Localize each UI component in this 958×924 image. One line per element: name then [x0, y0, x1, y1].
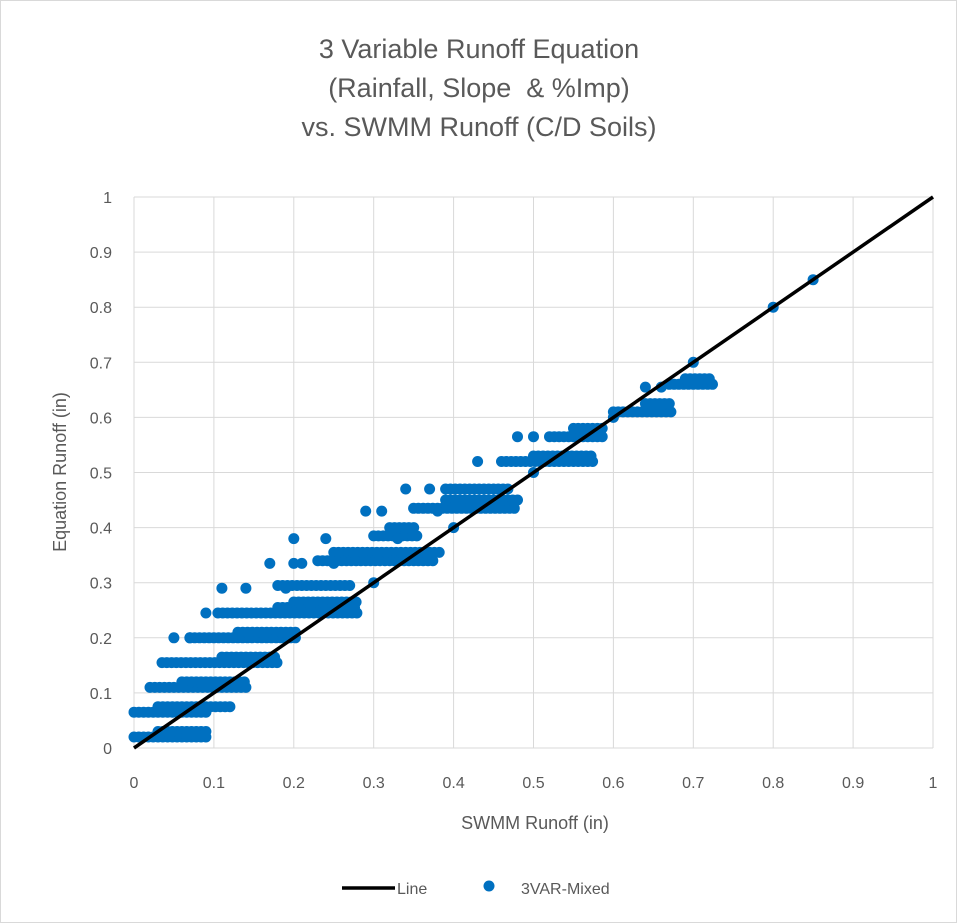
data-point	[427, 555, 439, 567]
data-point	[433, 546, 445, 558]
data-point	[238, 676, 250, 688]
data-point	[703, 373, 715, 385]
chart-title-line-2: (Rainfall, Slope & %Imp)	[328, 73, 630, 103]
data-point	[392, 533, 404, 545]
data-point	[432, 505, 444, 517]
x-tick-label: 0	[130, 775, 139, 792]
data-point	[240, 582, 252, 594]
data-point	[665, 406, 677, 418]
data-point	[472, 456, 484, 467]
x-tick-label: 0.1	[203, 775, 225, 792]
data-point	[280, 582, 292, 594]
y-tick-label: 0.2	[90, 631, 112, 648]
y-tick-label: 0.4	[90, 521, 112, 538]
y-tick-label: 0.9	[90, 245, 112, 262]
x-tick-label: 0.8	[762, 775, 784, 792]
data-point	[508, 502, 520, 514]
data-point	[376, 505, 388, 517]
legend-marker-3var-mixed	[483, 880, 495, 892]
chart-title-line-1: 3 Variable Runoff Equation	[318, 34, 640, 64]
x-tick-label: 0.4	[442, 775, 464, 792]
data-point	[288, 533, 300, 545]
data-point	[200, 726, 212, 737]
data-point	[639, 381, 651, 393]
data-point	[320, 533, 332, 545]
y-tick-label: 1	[103, 190, 112, 207]
data-point	[350, 596, 362, 608]
data-point	[328, 557, 340, 569]
y-tick-label: 0	[103, 741, 112, 758]
chart-title: 3 Variable Runoff Equation (Rainfall, Sl…	[0, 30, 958, 147]
data-point	[360, 505, 372, 517]
y-axis-title: Equation Runoff (in)	[50, 392, 70, 552]
data-point	[411, 530, 423, 542]
data-point	[512, 431, 523, 443]
x-tick-label: 0.2	[283, 775, 305, 792]
data-point	[424, 483, 436, 495]
x-tick-label: 0.6	[602, 775, 624, 792]
y-tick-label: 0.5	[90, 466, 112, 483]
chart-title-line-3: vs. SWMM Runoff (C/D Soils)	[301, 112, 657, 142]
legend-label-3var-mixed: 3VAR-Mixed	[521, 881, 610, 898]
data-point	[296, 557, 308, 569]
x-tick-label: 0.5	[522, 775, 544, 792]
scatter-points	[128, 274, 819, 743]
data-point	[408, 522, 420, 534]
x-axis-title: SWMM Runoff (in)	[461, 813, 609, 833]
x-tick-label: 0.9	[842, 775, 864, 792]
gridlines	[133, 196, 934, 749]
y-tick-labels: 0 0.1 0.2 0.3 0.4 0.5 0.6 0.7 0.8 0.9 1	[90, 190, 112, 758]
data-point	[168, 632, 180, 644]
data-point	[264, 557, 276, 569]
data-point	[512, 494, 523, 506]
series-line	[133, 195, 934, 750]
y-tick-label: 0.8	[90, 300, 112, 317]
x-tick-labels: 0 0.1 0.2 0.3 0.4 0.5 0.6 0.7 0.8 0.9 1	[130, 775, 938, 792]
y-tick-label: 0.7	[90, 355, 112, 372]
data-point	[288, 557, 300, 569]
legend-label-line: Line	[397, 881, 427, 898]
data-point	[344, 580, 356, 591]
data-point	[528, 431, 539, 443]
data-point	[224, 701, 236, 713]
data-point	[596, 431, 608, 443]
reference-lines	[133, 195, 934, 750]
x-tick-label: 1	[929, 775, 938, 792]
data-point	[200, 607, 212, 619]
data-point	[400, 483, 412, 495]
y-tick-label: 0.1	[90, 686, 112, 703]
legend: Line 3VAR-Mixed	[342, 880, 610, 898]
x-tick-label: 0.3	[363, 775, 385, 792]
x-tick-label: 0.7	[682, 775, 704, 792]
data-point	[585, 450, 597, 462]
data-point	[184, 632, 196, 644]
y-tick-label: 0.3	[90, 576, 112, 593]
data-point	[216, 582, 228, 594]
y-tick-label: 0.6	[90, 410, 112, 427]
data-point	[663, 398, 675, 410]
